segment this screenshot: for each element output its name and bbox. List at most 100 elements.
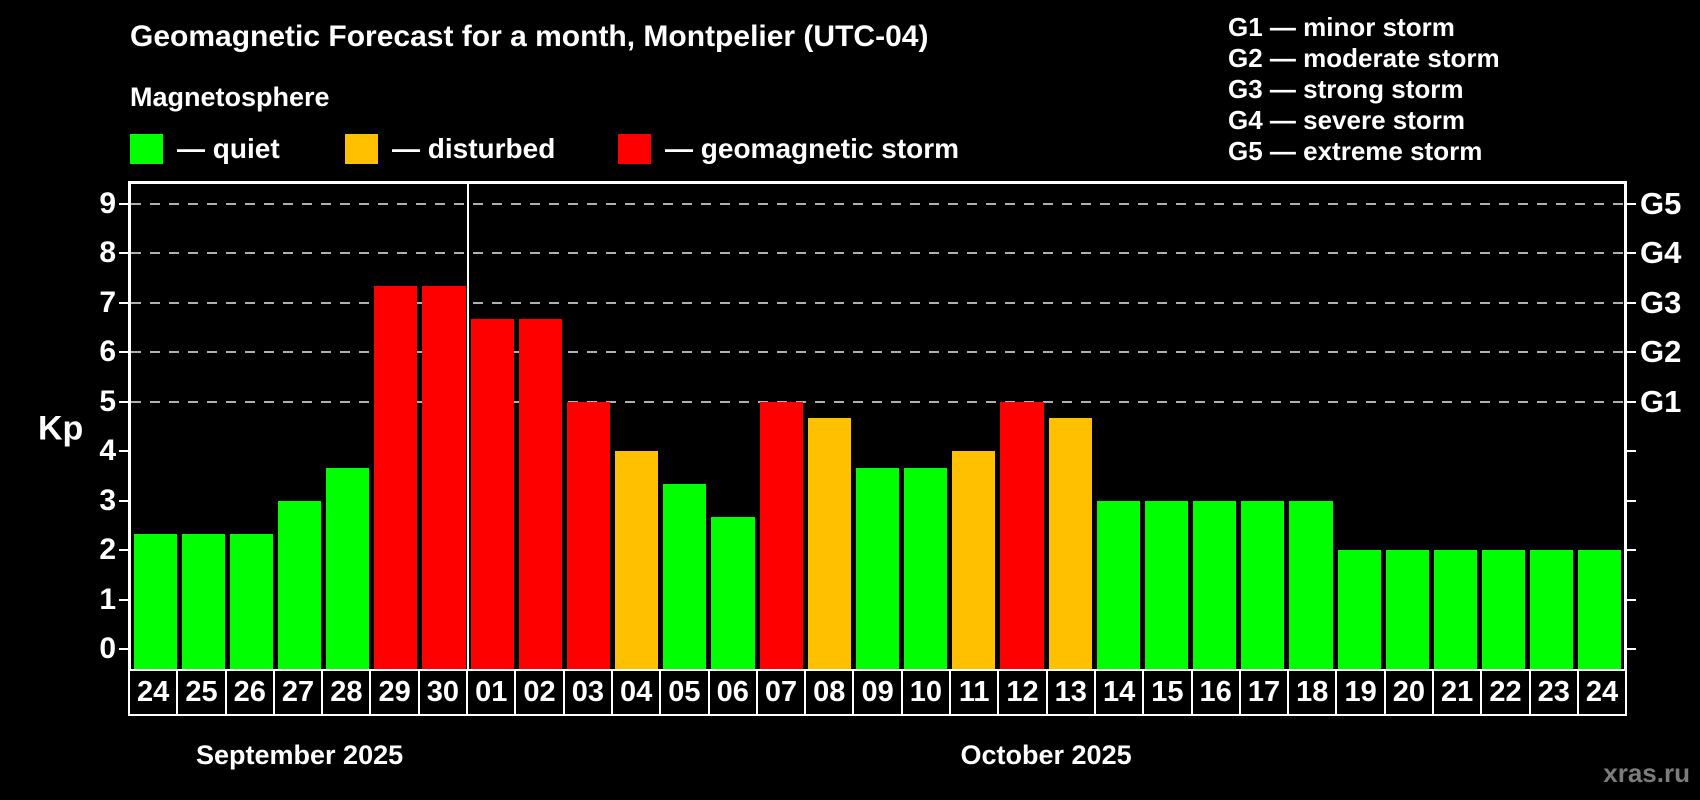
- kp-bar-15: [1144, 500, 1189, 669]
- kp-bar-23: [1530, 550, 1574, 669]
- kp-bar-06: [711, 517, 755, 669]
- y-tick-left-1: [119, 598, 130, 601]
- plot-inner: [131, 184, 1624, 669]
- y-tick-right-3: [1627, 499, 1636, 502]
- storm-scale-g1: G1 — minor storm: [1228, 12, 1455, 42]
- date-box-oct-19: 19: [1335, 669, 1386, 716]
- kp-bar-12: [1000, 401, 1044, 669]
- date-box-oct-22: 22: [1480, 669, 1531, 716]
- y-tick-label-7: 7: [99, 285, 116, 319]
- y-tick-left-9: [119, 202, 130, 205]
- legend-item-storm: — geomagnetic storm: [618, 133, 959, 165]
- storm-scale-legend: G1 — minor storm G2 — moderate storm G3 …: [1228, 12, 1500, 167]
- month-separator: [467, 184, 470, 669]
- month-label-october: October 2025: [960, 740, 1132, 770]
- date-box-sep-28: 28: [321, 669, 372, 716]
- kp-bar-02: [518, 319, 562, 669]
- y-tick-right-2: [1627, 549, 1636, 552]
- y-tick-left-6: [119, 351, 130, 354]
- y-tick-label-2: 2: [99, 533, 116, 567]
- y-tick-label-4: 4: [99, 434, 116, 468]
- y-tick-label-0: 0: [99, 632, 116, 666]
- kp-bar-17: [1241, 500, 1285, 669]
- y-tick-left-4: [119, 450, 130, 453]
- date-box-sep-27: 27: [272, 669, 324, 716]
- date-box-oct-24: 24: [1576, 669, 1628, 716]
- g-level-label-g5: G5: [1640, 185, 1682, 221]
- date-box-oct-02: 02: [514, 669, 565, 716]
- storm-color-swatch: [618, 134, 651, 164]
- kp-bar-21: [1433, 550, 1477, 669]
- date-box-oct-08: 08: [804, 669, 855, 716]
- y-tick-right-7: [1627, 301, 1636, 304]
- kp-bar-20: [1385, 550, 1429, 669]
- kp-bar-19: [1337, 550, 1381, 669]
- date-box-oct-15: 15: [1142, 669, 1193, 716]
- date-box-oct-09: 09: [852, 669, 903, 716]
- kp-bar-03: [566, 401, 611, 669]
- date-box-oct-20: 20: [1383, 669, 1435, 716]
- kp-bar-24: [1578, 550, 1622, 669]
- date-box-sep-24: 24: [128, 669, 179, 716]
- y-tick-label-8: 8: [99, 236, 116, 270]
- storm-scale-g5: G5 — extreme storm: [1228, 136, 1483, 166]
- gridline-kp9: [131, 202, 1624, 205]
- date-box-oct-21: 21: [1432, 669, 1483, 716]
- quiet-color-swatch: [130, 134, 163, 164]
- y-tick-right-1: [1627, 598, 1636, 601]
- watermark: xras.ru: [1603, 758, 1690, 788]
- kp-bar-28: [326, 467, 370, 669]
- g-level-label-g2: G2: [1640, 334, 1682, 370]
- y-tick-right-8: [1627, 252, 1636, 255]
- y-tick-label-5: 5: [99, 384, 116, 418]
- date-box-oct-23: 23: [1528, 669, 1579, 716]
- kp-bar-08: [807, 418, 851, 669]
- kp-bar-07: [759, 401, 803, 669]
- y-tick-label-6: 6: [99, 335, 116, 369]
- y-tick-left-3: [119, 499, 130, 502]
- y-tick-label-1: 1: [99, 582, 116, 616]
- date-box-oct-17: 17: [1238, 669, 1290, 716]
- y-tick-right-9: [1627, 202, 1636, 205]
- y-tick-left-0: [119, 648, 130, 651]
- date-box-sep-25: 25: [176, 669, 227, 716]
- chart-title: Geomagnetic Forecast for a month, Montpe…: [130, 20, 929, 53]
- legend-label-disturbed: — disturbed: [392, 133, 556, 164]
- y-tick-right-0: [1627, 648, 1636, 651]
- date-box-oct-04: 04: [610, 669, 662, 716]
- y-tick-left-5: [119, 400, 130, 403]
- date-box-oct-01: 01: [466, 669, 517, 716]
- y-tick-left-8: [119, 252, 130, 255]
- date-box-oct-18: 18: [1287, 669, 1338, 716]
- kp-bar-09: [855, 467, 900, 669]
- legend-item-quiet: — quiet: [130, 133, 280, 165]
- date-box-oct-11: 11: [949, 669, 1000, 716]
- kp-bar-04: [615, 451, 659, 669]
- kp-bar-13: [1048, 418, 1092, 669]
- date-box-oct-05: 05: [659, 669, 710, 716]
- legend-item-disturbed: — disturbed: [345, 133, 555, 165]
- kp-bar-16: [1193, 500, 1237, 669]
- storm-scale-g4: G4 — severe storm: [1228, 105, 1466, 135]
- kp-bar-25: [181, 533, 225, 669]
- date-box-oct-03: 03: [562, 669, 613, 716]
- kp-bar-22: [1482, 550, 1526, 669]
- kp-bar-10: [904, 467, 948, 669]
- gridline-kp7: [131, 301, 1624, 304]
- y-tick-left-2: [119, 549, 130, 552]
- y-tick-left-7: [119, 301, 130, 304]
- date-box-oct-12: 12: [997, 669, 1048, 716]
- gridline-kp8: [131, 252, 1624, 255]
- disturbed-color-swatch: [345, 134, 378, 164]
- date-box-sep-29: 29: [369, 669, 420, 716]
- gridline-kp6: [131, 351, 1624, 354]
- y-tick-right-4: [1627, 450, 1636, 453]
- legend-label-storm: — geomagnetic storm: [665, 133, 960, 164]
- y-axis-title: Kp: [38, 409, 84, 448]
- kp-bar-24: [133, 533, 177, 669]
- kp-bar-05: [663, 484, 707, 669]
- y-tick-label-3: 3: [99, 483, 116, 517]
- date-box-oct-14: 14: [1093, 669, 1145, 716]
- date-box-oct-06: 06: [707, 669, 758, 716]
